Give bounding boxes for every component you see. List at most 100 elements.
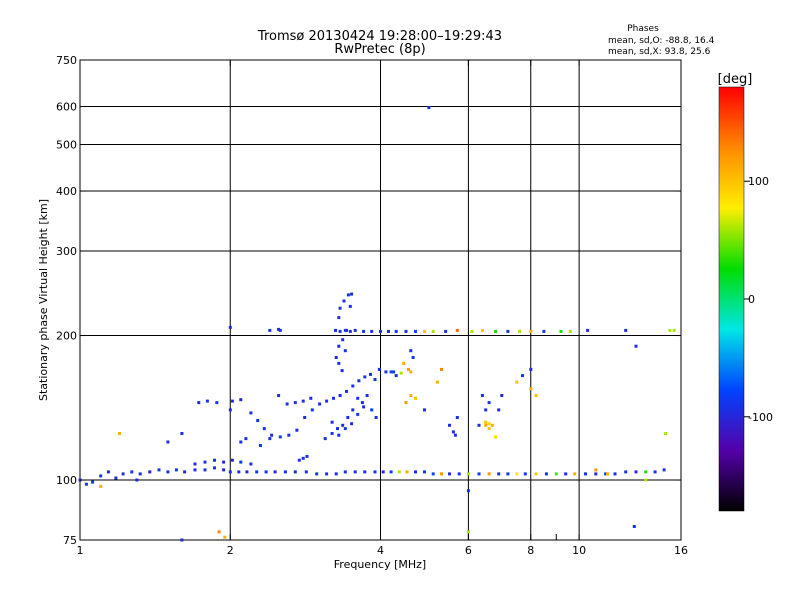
data-point [239,440,243,444]
data-points [78,106,676,542]
data-point [197,401,201,405]
data-point [180,538,184,542]
data-point [466,489,470,493]
x-tick-label: 6 [465,544,472,557]
chart-subtitle: RwPretec (8p) [334,42,425,57]
data-point [431,329,435,333]
data-point [470,329,474,333]
data-point [397,470,401,474]
data-point [487,427,491,431]
data-point [223,535,227,539]
data-point [342,299,346,303]
data-point [564,472,568,476]
data-point [338,329,342,333]
data-point [431,472,435,476]
data-point [228,470,232,474]
data-point [230,458,234,462]
data-point [337,433,341,437]
data-point [341,423,345,427]
data-point [484,423,488,427]
data-point [668,328,672,332]
data-point [370,408,374,412]
data-point [341,338,345,342]
data-point [114,476,118,480]
y-axis-ticks: 75 100 200 300 400 500 600 750 [56,54,681,547]
data-point [230,399,234,403]
data-point [338,306,342,310]
data-point [295,428,299,432]
data-point [554,472,558,476]
data-point [278,435,282,439]
data-point [480,328,484,332]
data-point [259,444,262,447]
data-point [480,394,484,397]
data-point [506,472,510,476]
data-point [330,420,334,424]
data-point [270,433,274,437]
data-point [497,472,501,476]
data-point [455,416,459,419]
data-point [414,396,417,400]
data-point [490,423,494,427]
data-point [423,470,426,474]
data-point [309,396,313,400]
data-point [484,408,488,412]
x-tick-label: 10 [572,544,586,557]
data-point [148,470,152,474]
data-point [343,470,347,474]
data-point [338,394,342,397]
data-point [84,482,88,486]
data-point [448,423,451,427]
data-point [399,371,403,375]
y-tick-label: 400 [56,185,77,198]
data-point [515,472,519,476]
data-point [323,437,327,441]
data-point [451,430,455,434]
data-point [255,470,259,474]
data-point [477,472,481,476]
data-point [353,328,357,332]
data-point [166,440,170,444]
data-point [435,380,439,384]
colorbar-label: [deg] [718,72,753,87]
colorbar [718,86,745,512]
x-axis-ticks: 1 2 4 6 8 10 16 [77,60,688,557]
y-tick-label: 75 [63,534,77,547]
data-point [325,472,329,476]
data-point [523,472,527,476]
data-point [337,316,341,320]
data-point [303,416,307,419]
data-point [487,472,491,476]
data-point [414,470,417,474]
data-point [518,329,522,333]
data-point [256,419,260,423]
y-axis-label: Stationary phase Virtual Height [km] [37,199,50,401]
data-point [568,329,572,333]
data-point [157,468,161,472]
data-point [239,460,243,464]
data-point [228,325,232,329]
data-point [350,292,354,296]
data-point [334,472,338,476]
data-point [301,399,305,403]
data-point [277,327,281,331]
x-axis-label: Frequency [MHz] [334,558,426,571]
data-point [497,408,501,412]
data-point [278,328,282,332]
data-point [213,458,216,462]
data-point [217,530,221,534]
data-point [351,384,355,388]
data-point [360,401,364,405]
data-point [249,411,253,415]
data-point [455,328,459,332]
colorbar-tick-label: 100 [748,175,769,188]
data-point [487,401,491,405]
colorbar-tick-label: -100 [748,411,773,424]
data-point [586,328,590,332]
grid-lines [80,60,681,540]
data-point [287,433,291,437]
data-point [394,329,398,333]
data-point [318,402,322,406]
data-point [130,470,134,474]
